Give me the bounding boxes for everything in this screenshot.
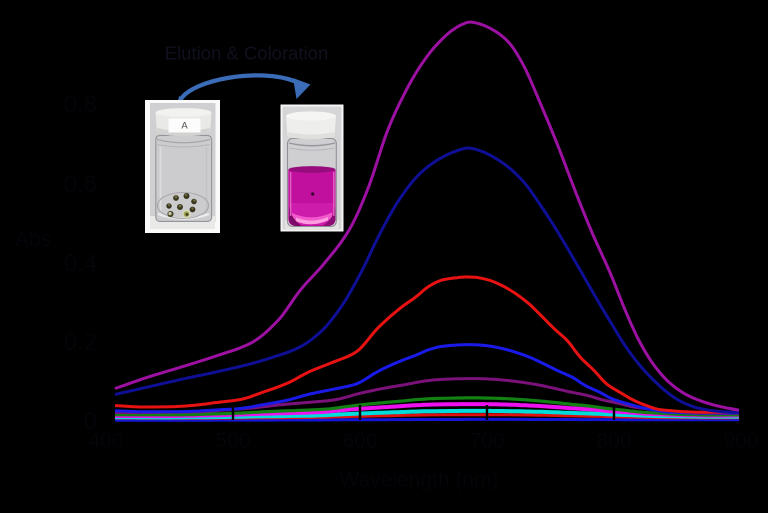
svg-text:0.2: 0.2 [64,329,97,356]
svg-text:Elution & Coloration: Elution & Coloration [165,43,329,64]
svg-text:900: 900 [723,430,758,453]
svg-text:700: 700 [469,430,504,453]
svg-text:0.6: 0.6 [64,171,97,198]
svg-text:A: A [181,121,188,132]
svg-text:Wavelength (nm): Wavelength (nm) [339,469,498,492]
svg-text:0.8: 0.8 [64,91,97,118]
svg-text:600: 600 [342,430,377,453]
svg-text:400: 400 [88,430,123,453]
svg-text:800: 800 [596,430,631,453]
svg-text:0: 0 [84,408,97,435]
svg-text:500: 500 [215,430,250,453]
svg-text:0.4: 0.4 [64,250,97,277]
svg-text:Abs: Abs [15,228,51,251]
